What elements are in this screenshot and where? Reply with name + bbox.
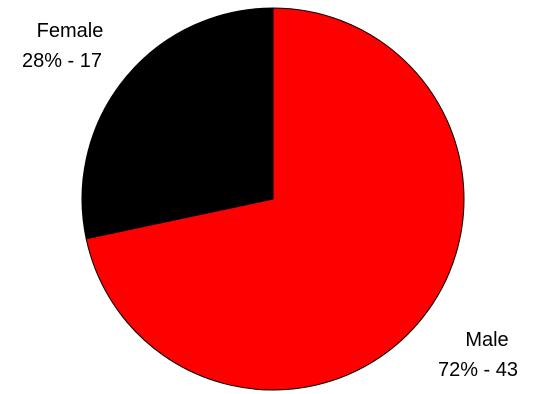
male-label: Male xyxy=(465,329,508,351)
pie-slice-male xyxy=(85,7,465,391)
pie-slice-female xyxy=(81,7,274,240)
female-label: Female xyxy=(37,20,104,42)
pie-slices xyxy=(81,7,465,391)
female-value-label: 28% - 17 xyxy=(22,50,102,72)
male-value-label: 72% - 43 xyxy=(438,359,518,381)
